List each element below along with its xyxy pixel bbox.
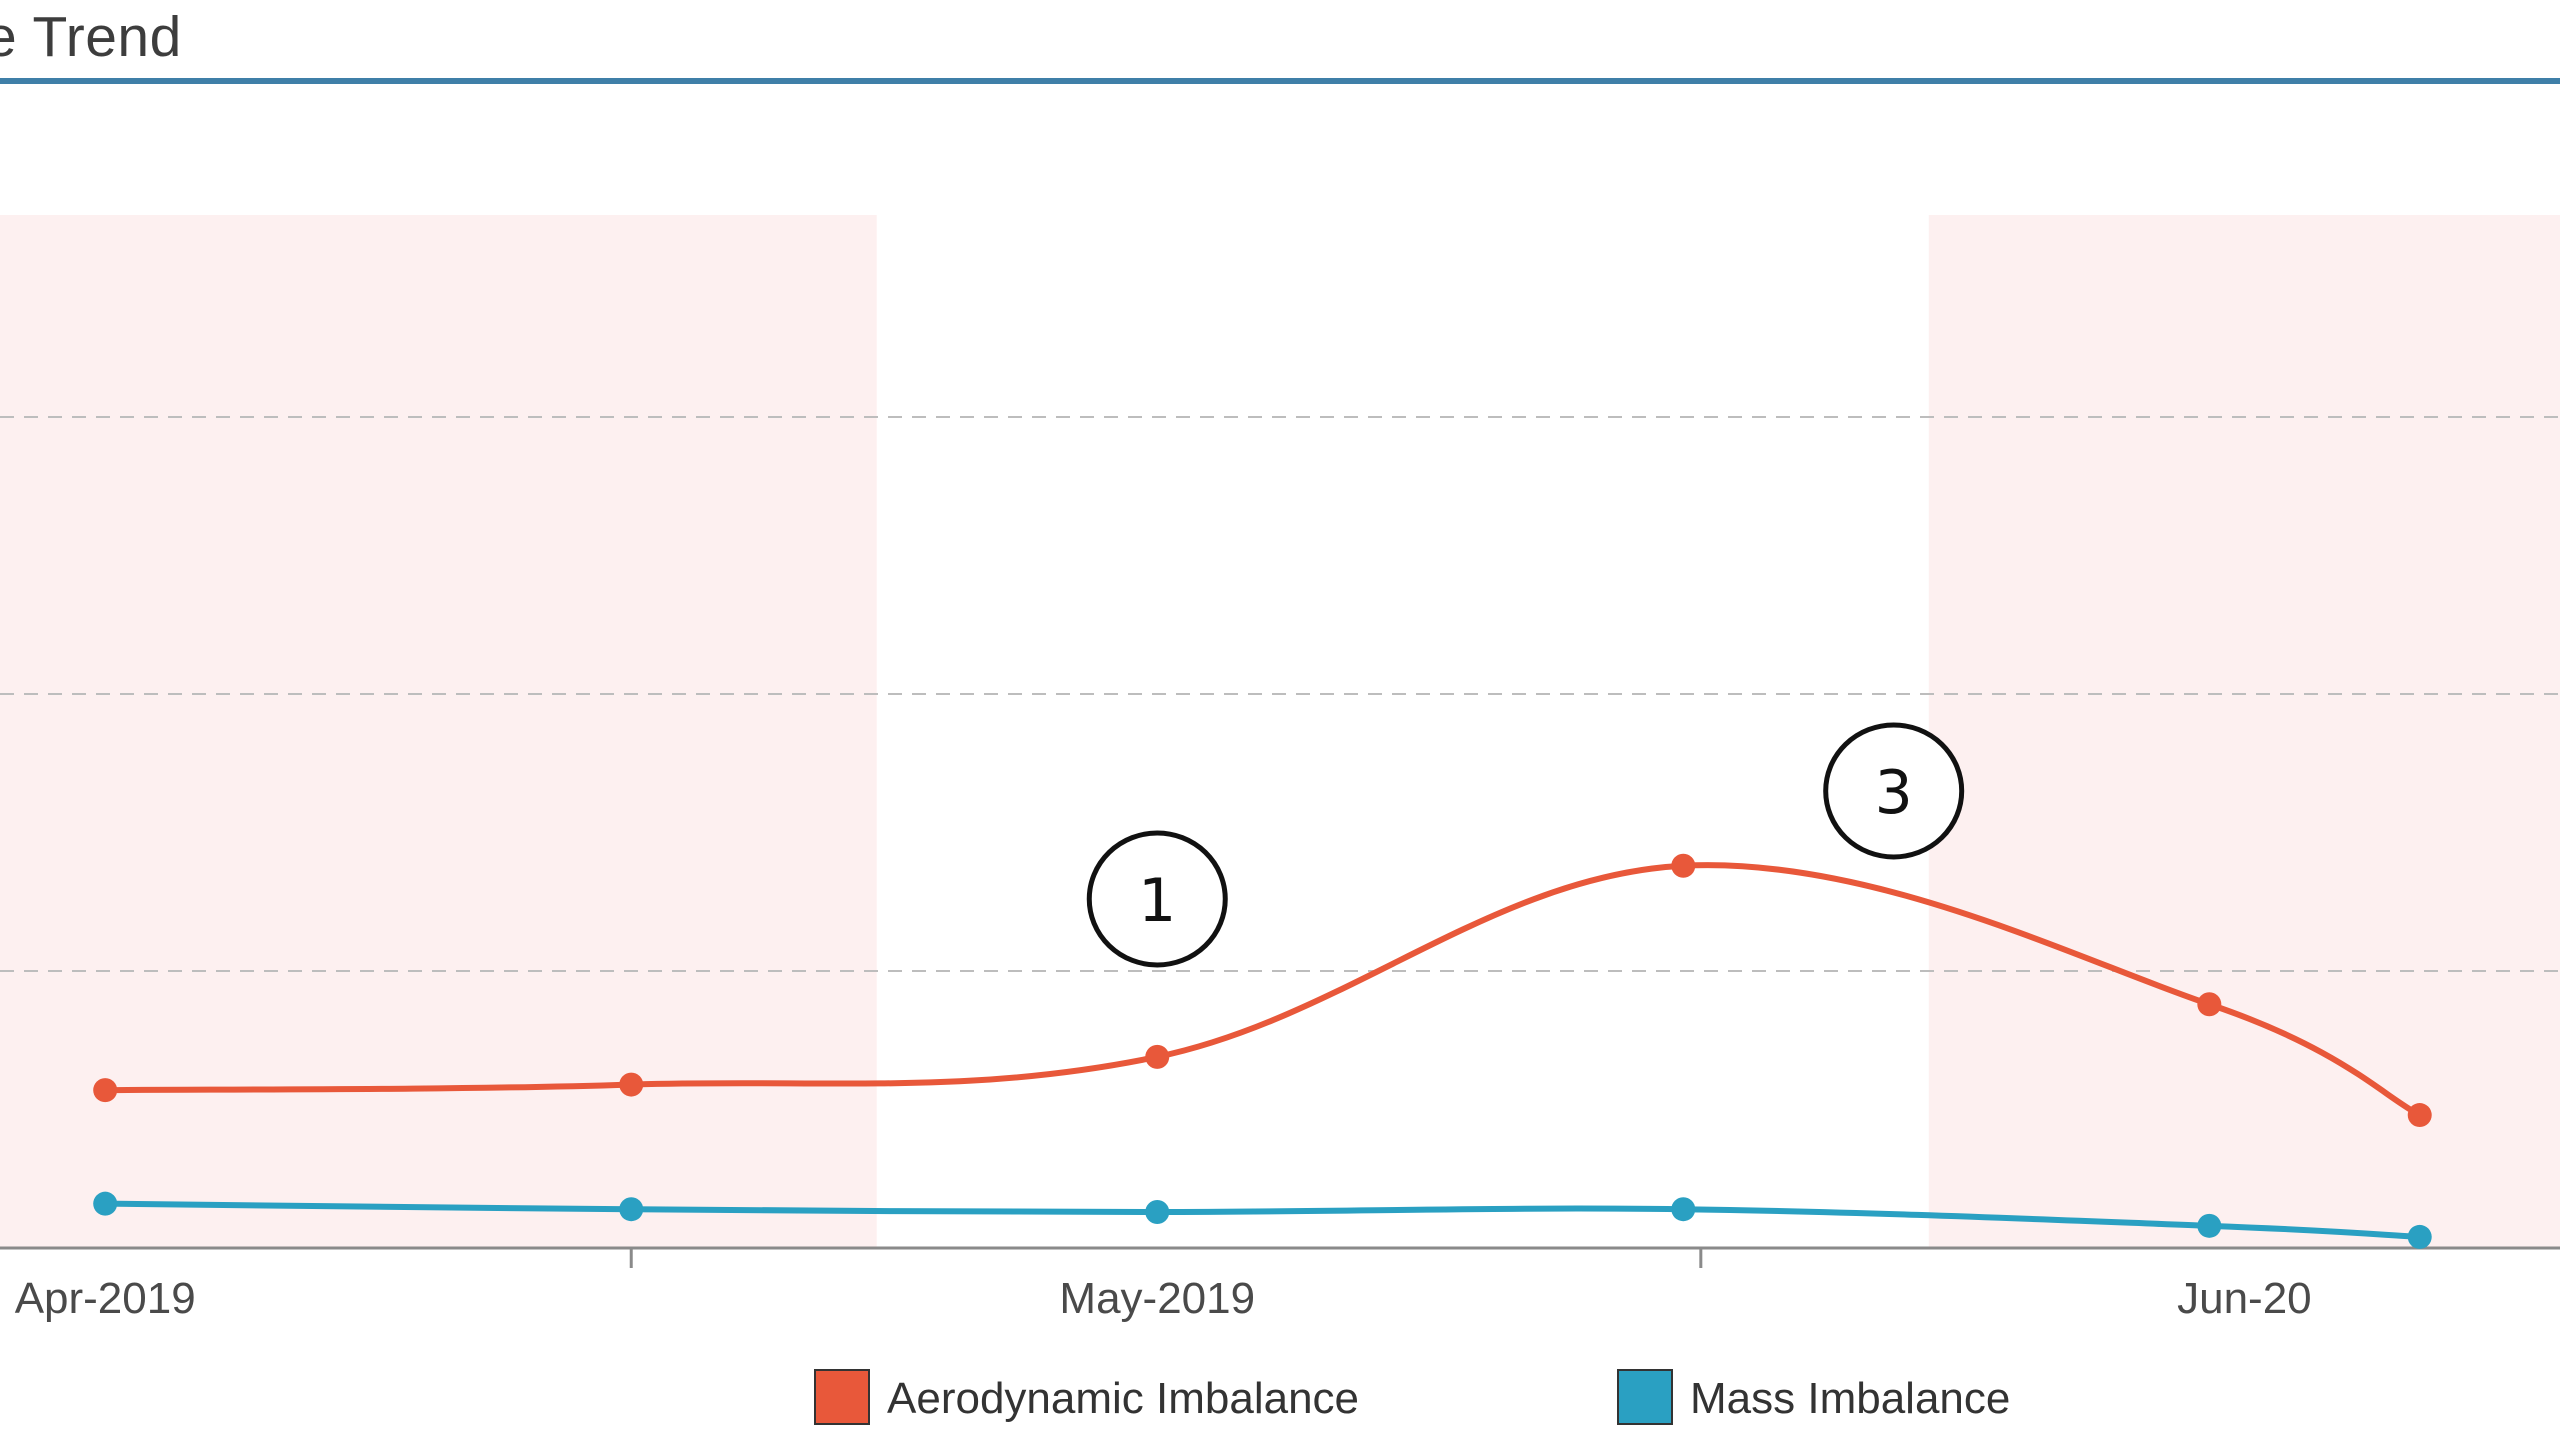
legend-label: Mass Imbalance [1690,1374,2010,1423]
data-point [2407,1103,2432,1128]
x-tick-label: May-2019 [1059,1274,1255,1323]
annotations: 13 [1086,722,1965,968]
legend-swatch [814,1369,870,1425]
data-point [2197,992,2222,1017]
annotation-label: 3 [1875,758,1913,828]
data-point [619,1197,644,1222]
x-axis: Apr-2019 May-2019 Jun-20 [0,1246,2560,1323]
x-tick-label: Jun-20 [2177,1274,2312,1323]
x-tick-label: Apr-2019 [15,1274,196,1323]
series-lines [93,853,2432,1249]
data-point [1671,1197,1696,1222]
legend-label: Aerodynamic Imbalance [887,1374,1359,1423]
legend: Aerodynamic Imbalance Mass Imbalance [814,1369,2010,1425]
legend-swatch [1617,1369,1673,1425]
series-line-mass [102,1200,2423,1240]
shaded-bands [0,215,2560,1248]
data-point [2197,1213,2222,1238]
data-point [1145,1199,1170,1224]
data-point [619,1072,644,1097]
series-line-aerodynamic [102,862,2423,1119]
annotation-circle [1086,830,1228,968]
annotation-circle [1823,722,1965,860]
title-rule [0,78,2560,84]
chart-title: ce Trend [0,5,182,69]
data-point [1145,1044,1170,1069]
gridlines [0,416,2560,972]
data-point [93,1191,118,1216]
data-point [1671,853,1696,878]
annotation-label: 1 [1138,866,1176,936]
data-point [93,1078,118,1103]
data-point [2407,1224,2432,1249]
shaded-band [0,215,877,1248]
shaded-band [1928,215,2560,1248]
